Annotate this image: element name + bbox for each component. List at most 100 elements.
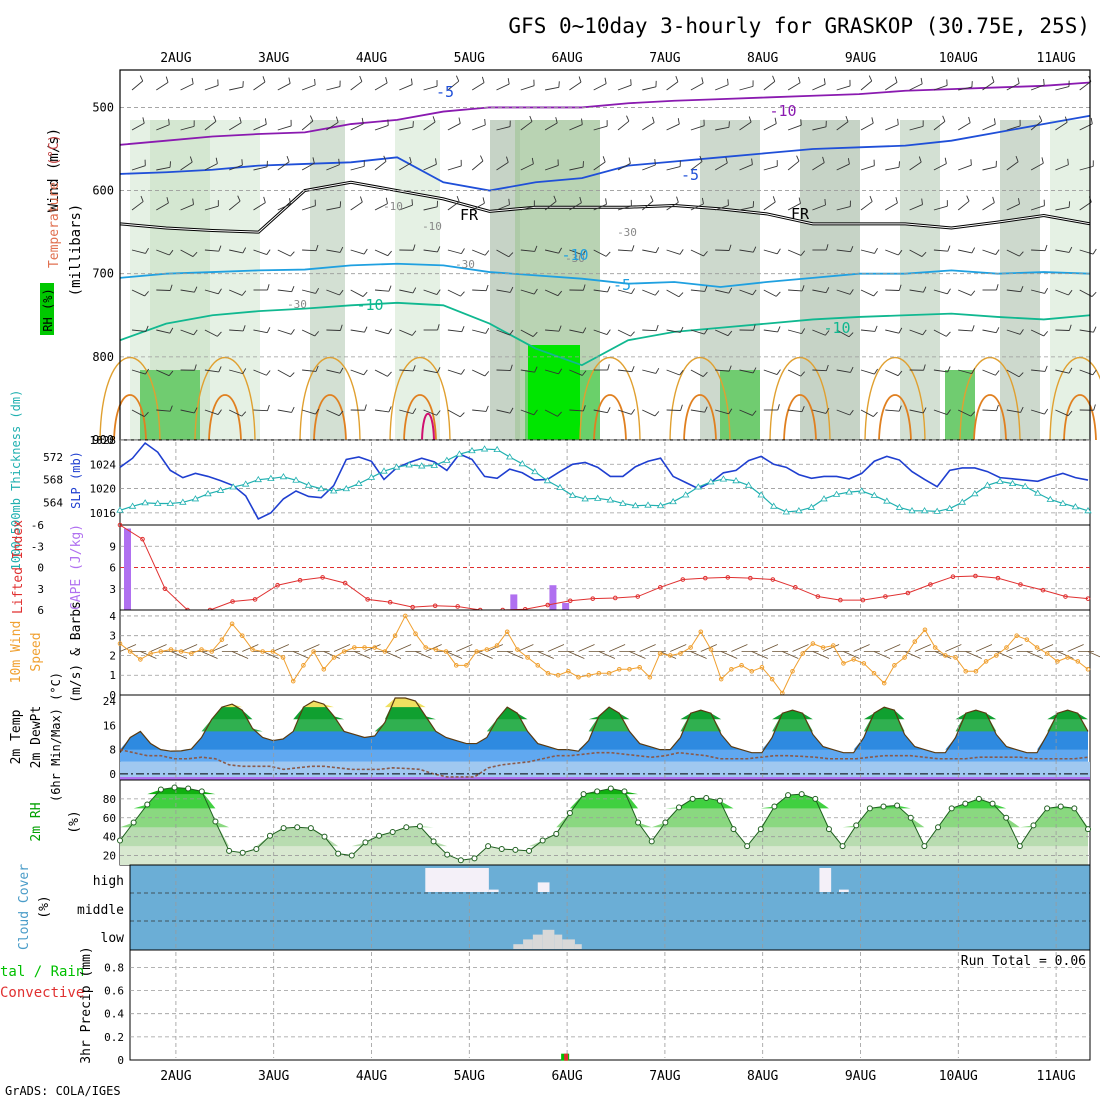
thickness-point	[619, 499, 627, 506]
thickness-point	[342, 484, 350, 492]
wind-barb	[885, 329, 900, 334]
wind-barb	[933, 85, 948, 91]
thickness-point	[455, 450, 464, 457]
wind-barb	[447, 249, 462, 255]
wind-barb	[617, 163, 631, 171]
wind-barb	[326, 164, 340, 171]
thickness-point	[983, 481, 992, 488]
thickness-point	[141, 499, 149, 506]
wind10-barb	[211, 644, 228, 652]
wind-barb-flag	[753, 324, 756, 331]
wind-barb	[301, 120, 314, 131]
wind-barb-flag	[874, 368, 878, 375]
wind-barb-flag	[534, 366, 538, 373]
wind-barb	[1006, 203, 1020, 211]
wind-barb-flag	[898, 249, 903, 256]
rh-point	[1071, 805, 1078, 812]
wind-barb-flag	[309, 115, 314, 122]
wind-barb	[860, 369, 875, 375]
wind-barb	[860, 80, 873, 91]
rh-point	[362, 839, 369, 846]
wind-barb	[447, 329, 462, 333]
wind-barb	[933, 121, 946, 131]
wind-barb	[569, 329, 584, 334]
wind-barb-flag	[631, 288, 635, 294]
rh-point	[839, 843, 846, 850]
wind-barb	[301, 205, 316, 211]
wind-barb	[909, 249, 923, 257]
wind-barb	[131, 289, 145, 297]
wind-barb-flag	[266, 370, 271, 376]
wind-barb-flag	[338, 158, 340, 165]
precip-panel: 0.8 0.6 0.4 0.2 0 Run Total = 0.06 tal / Rai…	[0, 946, 1091, 1067]
wind10-point	[667, 653, 673, 658]
wind10-point	[280, 655, 286, 660]
wind10-point	[1014, 633, 1019, 638]
wind-barb	[253, 166, 268, 171]
wind-barb-flag	[654, 158, 656, 166]
wind-barb	[885, 249, 899, 256]
wind-barb	[812, 83, 826, 91]
tick-label: 20	[103, 850, 116, 863]
wind10-axis-label-1: 10m Wind	[9, 621, 24, 684]
wind-barb-flag	[312, 157, 315, 164]
rh2m-panel: 80 60 40 20 2m RH (%)	[29, 779, 1091, 866]
wind-barb-flag	[482, 197, 485, 204]
wind-barb	[933, 205, 948, 211]
run-total: Run Total = 0.06	[961, 954, 1086, 969]
wind-barb-flag	[387, 371, 392, 377]
wind-barb-flag	[168, 370, 174, 376]
wind-barb	[1030, 329, 1044, 337]
tick-label: 2	[109, 649, 116, 662]
wind10-point	[1044, 651, 1050, 656]
rh-point	[376, 832, 383, 839]
wind-barb	[399, 369, 414, 372]
thickness-point	[1071, 503, 1080, 510]
mb-axis-label: (millibars)	[68, 204, 84, 297]
wind-barb-flag	[461, 248, 465, 254]
wind-barb-flag	[654, 411, 660, 417]
wind-barb	[787, 203, 801, 211]
upper-air-frame	[120, 70, 1090, 440]
temp-band-peak	[120, 698, 1088, 708]
wind-barb	[909, 83, 923, 91]
wind-barb-flag	[825, 364, 829, 371]
wind-barb-flag	[850, 245, 854, 252]
wind-barb-flag	[923, 364, 926, 371]
rh-point	[198, 788, 205, 795]
wind-barb-flag	[507, 78, 510, 85]
wind-barb	[229, 289, 243, 296]
wind10-barb	[853, 644, 870, 652]
wind-barb-flag	[897, 118, 899, 125]
date-label-top: 6AUG	[551, 51, 582, 66]
wind-barb-flag	[388, 328, 392, 335]
thickness-point	[292, 476, 300, 483]
wind-barb	[277, 125, 292, 131]
wind10-point	[209, 649, 215, 654]
wind-barb	[520, 205, 535, 211]
rh-point	[239, 849, 246, 856]
precip-axis-label-2: Convective	[0, 985, 84, 1001]
wind-barb	[423, 85, 438, 91]
wind10-point	[678, 651, 683, 656]
wind10-barb	[751, 651, 768, 659]
wind-barb-flag	[387, 250, 392, 256]
low-cloud-block	[562, 939, 575, 949]
thickness-point	[594, 494, 602, 501]
wind10-barb	[242, 644, 259, 652]
wind-barb	[666, 81, 679, 91]
wind10-barb	[843, 651, 860, 659]
wind-barb-flag	[848, 332, 854, 338]
wind-barb	[860, 165, 875, 171]
rh-point	[648, 838, 655, 845]
cape-axis-label: CAPE (J/kg)	[69, 524, 84, 610]
thickness-point	[216, 486, 225, 493]
tick-label: 572	[43, 451, 63, 464]
lifted-index-point	[635, 594, 641, 599]
tick-label: 40	[103, 831, 116, 844]
wind-barb-flag	[557, 290, 563, 296]
wind-barb	[1031, 249, 1046, 252]
wind-barb	[666, 201, 679, 211]
wind-barb	[131, 165, 146, 171]
tick-label: 800	[92, 350, 114, 364]
